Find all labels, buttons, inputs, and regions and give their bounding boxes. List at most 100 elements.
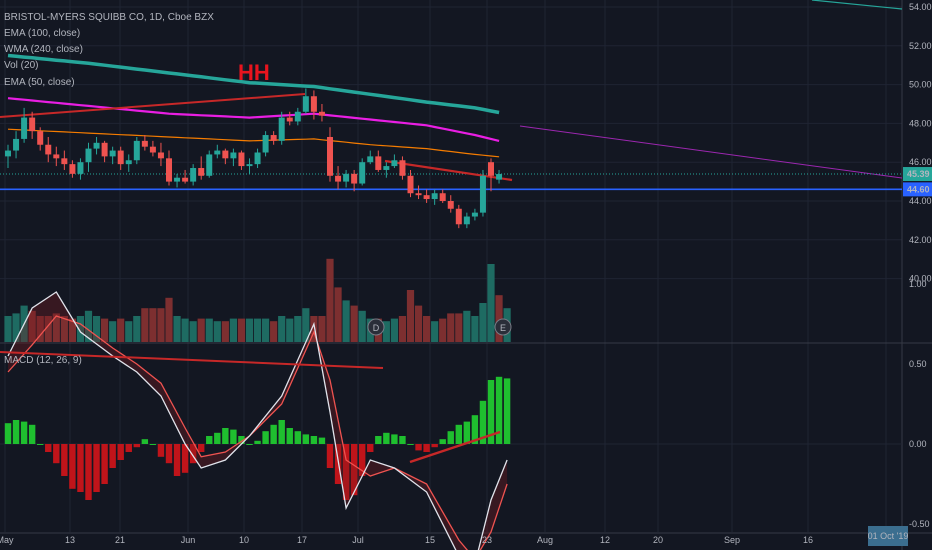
macd-histogram-bar	[149, 444, 157, 445]
volume-bar	[334, 287, 342, 342]
macd-histogram-bar	[117, 444, 124, 460]
time-axis-label: 16	[803, 535, 813, 545]
volume-bar	[197, 318, 205, 342]
candle-body	[206, 154, 213, 176]
legend-wma240[interactable]: WMA (240, close)	[4, 44, 83, 55]
candle-body	[190, 168, 197, 182]
volume-bar	[350, 305, 358, 342]
volume-bar	[455, 313, 463, 342]
macd-histogram-bar	[173, 444, 181, 476]
legend-ema50[interactable]: EMA (50, close)	[4, 77, 75, 88]
volume-bar	[12, 313, 20, 342]
price-axis-label: 52.00	[909, 41, 932, 51]
time-axis-label: 12	[600, 535, 610, 545]
macd-histogram-bar	[479, 400, 487, 444]
candle-body	[383, 166, 390, 170]
macd-histogram-bar	[238, 436, 245, 444]
volume-bar	[358, 310, 366, 342]
volume-bar	[318, 316, 326, 342]
dividend-marker-circle	[367, 318, 385, 336]
macd-histogram-bar	[189, 444, 197, 464]
time-axis-label: 20	[653, 535, 663, 545]
ema50-line	[7, 128, 500, 158]
volume-bar	[173, 316, 181, 342]
macd-histogram-bar	[165, 444, 173, 464]
volume-bar	[60, 316, 68, 342]
time-axis-label: Aug	[537, 535, 553, 545]
candle-body	[182, 177, 189, 182]
wma240-line	[7, 53, 500, 115]
candle-body	[29, 117, 36, 132]
macd-histogram-bar	[415, 444, 422, 451]
macd-histogram-bar	[85, 444, 92, 500]
volume-bar	[463, 310, 471, 342]
legend-macd[interactable]: MACD (12, 26, 9)	[4, 355, 82, 366]
volume-bar	[205, 318, 213, 342]
macd-line	[7, 291, 508, 550]
candle-body	[471, 212, 478, 217]
candle-body	[5, 150, 11, 157]
macd-histogram-bar	[69, 444, 76, 489]
macd-histogram-bar	[4, 423, 12, 444]
last-price-badge: 45.39	[907, 169, 930, 179]
macd-axis-label: 1.00	[909, 279, 927, 289]
candle-body	[375, 156, 382, 170]
macd-histogram-bar	[375, 436, 382, 444]
candle-body	[286, 117, 293, 122]
macd-histogram-bar	[61, 444, 68, 476]
macd-histogram-bar	[214, 432, 221, 444]
upper-trend-line	[811, 0, 903, 10]
candle-body	[463, 216, 470, 225]
volume-bar	[294, 316, 302, 342]
legend-vol[interactable]: Vol (20)	[4, 60, 39, 71]
macd-histogram-bar	[391, 434, 398, 444]
candle-body	[407, 175, 414, 194]
macd-histogram-bar	[109, 444, 116, 468]
candle-body	[318, 111, 325, 116]
volume-bar	[423, 316, 431, 342]
candle-body	[359, 162, 366, 184]
legend-symbol[interactable]: BRISTOL-MYERS SQUIBB CO, 1D, Cboe BZX	[4, 12, 214, 23]
candle-body	[198, 168, 205, 176]
last-price-badge-bg	[903, 167, 932, 182]
time-axis-label: 23	[482, 535, 492, 545]
volume-bar	[495, 295, 503, 342]
volume-bar	[109, 321, 117, 342]
volume-bar	[181, 318, 189, 342]
volume-bar	[431, 321, 439, 342]
macd-histogram-bar	[157, 444, 165, 457]
time-badge-bg	[868, 526, 908, 546]
macd-histogram-bar	[37, 444, 44, 445]
candle-body	[294, 111, 301, 122]
macd-histogram-bar	[471, 415, 479, 444]
macd-histogram-bar	[198, 444, 205, 452]
macd-histogram-bar	[326, 444, 334, 468]
volume-bar	[149, 308, 157, 342]
candle-body	[109, 150, 116, 157]
macd-histogram-bar	[181, 444, 189, 473]
macd-histogram-bar	[77, 444, 84, 492]
candle-body	[174, 177, 181, 182]
candle-body	[45, 144, 52, 155]
macd-histogram-bar	[503, 378, 511, 444]
macd-histogram-bar	[495, 376, 503, 444]
candle-body	[133, 140, 140, 161]
volume-bar	[76, 316, 85, 342]
volume-bar	[278, 316, 286, 342]
candle-body	[53, 154, 60, 159]
candle-body	[141, 140, 148, 147]
macd-histogram-bar	[399, 436, 406, 444]
legend-ema100[interactable]: EMA (100, close)	[4, 28, 81, 39]
volume-bar	[141, 308, 149, 342]
price-axis-label: 42.00	[909, 235, 932, 245]
macd-histogram-bar	[28, 424, 36, 444]
candle-body	[69, 164, 76, 174]
macd-histogram-bar	[407, 444, 414, 445]
time-badge: 01 Oct '19	[868, 531, 909, 541]
candle-body	[415, 193, 422, 196]
macd-histogram-bar	[20, 421, 28, 444]
macd-histogram-bar	[206, 436, 213, 444]
